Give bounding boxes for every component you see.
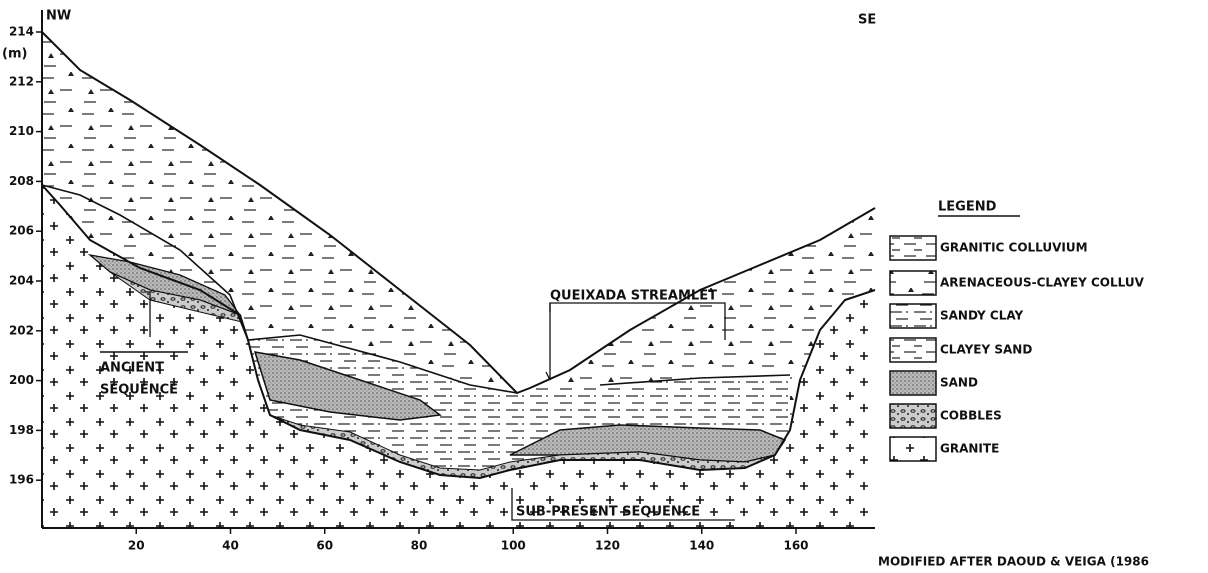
x-tick-label: 120 [595,539,620,553]
direction: SE [858,13,876,28]
x-tick-label: 40 [222,539,239,553]
legend-swatch [890,437,936,461]
legend-swatch [890,271,936,295]
y-tick-label: 202 [9,323,34,337]
legend-swatch [890,371,936,395]
annotation: SUB-PRESENT SEQUENCE [516,505,700,520]
legend-label: COBBLES [940,409,1002,423]
direction: NW [46,9,71,24]
legend-label: SAND [940,376,978,390]
y-tick-label: 206 [9,224,34,238]
cross-section: NW SE (m) ANCIENT SEQUENCE QUEIXADA STRE… [0,0,1208,573]
annotation: SEQUENCE [100,383,178,398]
y-tick-label: 208 [9,174,34,188]
legend-swatch [890,304,936,328]
legend-swatch [890,404,936,428]
x-tick-label: 20 [128,539,145,553]
y-tick-label: 210 [9,124,34,138]
legend-label: GRANITIC COLLUVIUM [940,241,1088,255]
legend-swatch [890,236,936,260]
x-tick-label: 80 [411,539,428,553]
legend-swatch [890,338,936,362]
legend-label: SANDY CLAY [940,309,1024,323]
pointer [546,303,550,380]
x-tick-label: 160 [783,539,808,553]
y-tick-label: 198 [9,423,34,437]
legend-label: CLAYEY SAND [940,343,1032,357]
x-tick-label: 100 [501,539,526,553]
credit: MODIFIED AFTER DAOUD & VEIGA (1986 [878,555,1149,569]
y-tick-label: 212 [9,74,34,88]
annotation: QUEIXADA STREAMLET [550,289,717,304]
y-tick-label: 196 [9,473,34,487]
legend-title: LEGEND [938,200,997,215]
x-tick-label: 140 [689,539,714,553]
annotation: ANCIENT [100,361,164,376]
y-tick-label: 204 [9,274,34,288]
legend-label: ARENACEOUS-CLAYEY COLLUV [940,276,1145,290]
x-tick-label: 60 [316,539,333,553]
y-tick-label: 214 [9,25,34,39]
y-tick-label: 200 [9,373,34,387]
y-unit: (m) [2,47,27,62]
legend-label: GRANITE [940,442,999,456]
